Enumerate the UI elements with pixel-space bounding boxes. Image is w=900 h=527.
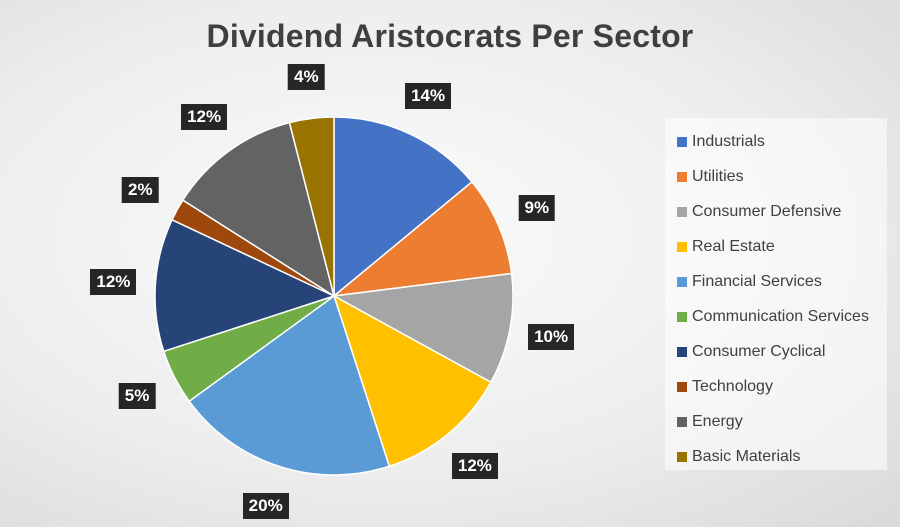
legend-label: Consumer Cyclical <box>692 342 826 360</box>
chart-title: Dividend Aristocrats Per Sector <box>206 18 694 54</box>
legend-item-utilities: Utilities <box>665 159 887 194</box>
legend-item-communication-services: Communication Services <box>665 299 887 334</box>
data-label-energy: 12% <box>181 104 228 131</box>
data-label-technology: 2% <box>122 176 159 203</box>
data-label-communication-services: 5% <box>118 383 156 410</box>
pie-slice-industrials <box>333 116 473 298</box>
pie-slice-consumer-defensive <box>331 272 514 384</box>
pie-slice-real-estate <box>332 294 492 468</box>
legend-swatch <box>677 381 687 392</box>
legend-item-industrials: Industrials <box>665 124 887 159</box>
legend-label: Financial Services <box>692 272 822 290</box>
legend-swatch <box>677 451 687 462</box>
legend-label: Energy <box>692 412 743 430</box>
legend-item-financial-services: Financial Services <box>665 264 887 299</box>
legend-label: Technology <box>692 377 773 395</box>
legend-swatch <box>677 241 687 252</box>
data-label-real-estate: 12% <box>451 453 498 480</box>
legend-item-energy: Energy <box>665 404 887 439</box>
legend-label: Utilities <box>692 167 744 185</box>
legend-item-basic-materials: Basic Materials <box>665 439 887 474</box>
pie-slice-financial-services <box>188 294 391 476</box>
legend-swatch <box>677 171 687 182</box>
legend-label: Basic Materials <box>692 447 801 465</box>
data-label-basic-materials: 4% <box>288 63 325 90</box>
pie-slice-utilities <box>331 180 513 298</box>
legend-swatch <box>677 136 687 147</box>
pie-slice-energy <box>181 121 336 298</box>
legend-item-consumer-defensive: Consumer Defensive <box>665 194 887 229</box>
data-label-consumer-cyclical: 12% <box>90 269 137 296</box>
legend-swatch <box>677 416 687 427</box>
data-label-industrials: 14% <box>405 83 452 109</box>
legend-item-technology: Technology <box>665 369 887 404</box>
legend: Industrials Utilities Consumer Defensive Re… <box>665 118 887 470</box>
pie-slice-consumer-cyclical <box>154 218 337 353</box>
data-label-utilities: 9% <box>518 195 556 222</box>
legend-label: Consumer Defensive <box>692 202 842 220</box>
pie-slice-basic-materials <box>288 116 335 297</box>
data-label-consumer-defensive: 10% <box>528 324 575 351</box>
legend-item-consumer-cyclical: Consumer Cyclical <box>665 334 887 369</box>
legend-swatch <box>677 311 687 322</box>
legend-swatch <box>677 276 687 287</box>
legend-swatch <box>677 346 687 357</box>
legend-label: Industrials <box>692 132 765 150</box>
legend-swatch <box>677 206 687 217</box>
legend-label: Real Estate <box>692 237 775 255</box>
data-label-financial-services: 20% <box>242 493 289 520</box>
legend-item-real-estate: Real Estate <box>665 229 887 264</box>
legend-label: Communication Services <box>692 307 869 325</box>
